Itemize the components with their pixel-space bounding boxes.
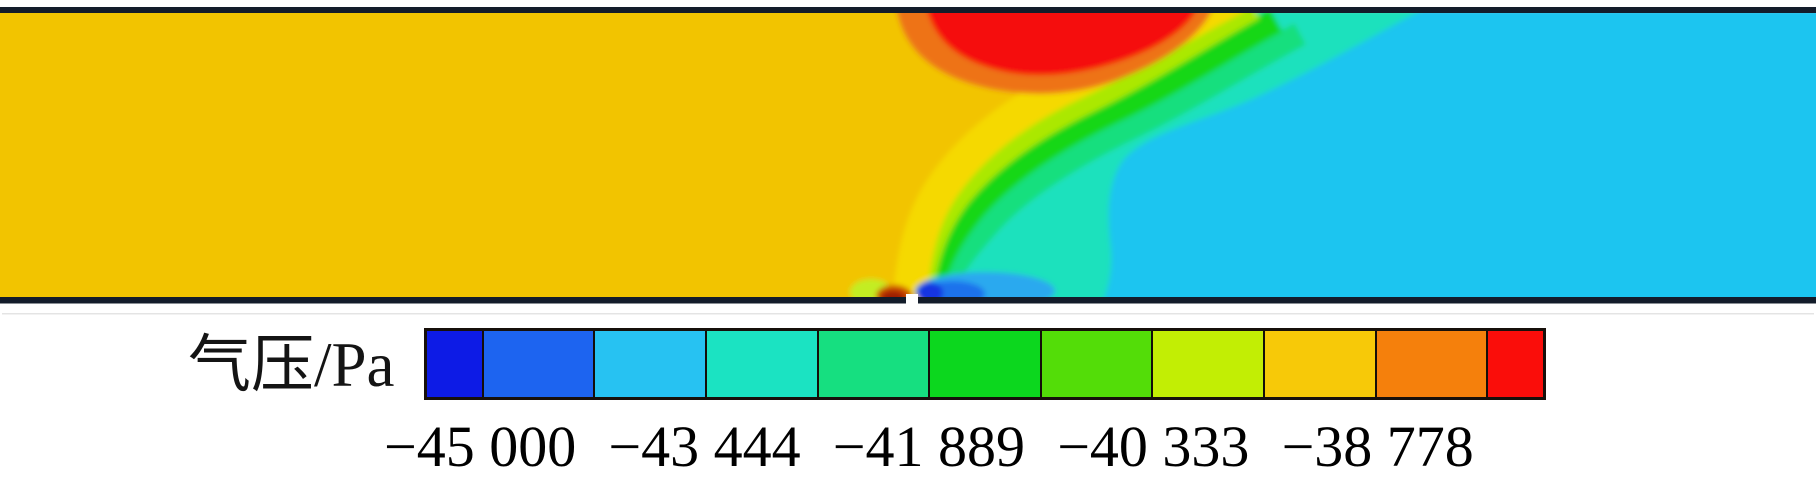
colorbar — [424, 328, 1546, 400]
green-contour-band — [914, 13, 1283, 298]
top-wall-border — [0, 7, 1816, 13]
hairline-divider — [2, 313, 1814, 315]
colorbar-band — [704, 331, 817, 397]
tick-label: −45 000 — [383, 414, 577, 479]
colorbar-title: 气压/Pa — [188, 330, 395, 400]
contour-field — [0, 7, 1816, 315]
colorbar-band — [1151, 331, 1263, 397]
dark-blue-minimum-spot — [917, 282, 943, 298]
colorbar-band — [481, 331, 594, 397]
dark-red-maximum-spot — [881, 291, 905, 298]
colorbar-band — [1374, 331, 1487, 397]
tick-label: −38 778 — [1281, 414, 1474, 479]
red-maximum-blob — [928, 13, 1195, 76]
tick-label: −41 889 — [832, 414, 1025, 479]
tick-label: −40 333 — [1057, 414, 1250, 479]
colorbar-band — [427, 331, 482, 397]
colorbar-band — [1486, 331, 1543, 397]
colorbar-band — [1039, 331, 1152, 397]
colorbar-band — [593, 331, 705, 397]
colorbar-band — [1262, 331, 1375, 397]
colorbar-band — [816, 331, 929, 397]
spring-green-contour-band — [926, 23, 1306, 298]
tick-label: −43 444 — [608, 414, 801, 479]
colorbar-tick-labels: −45 000 −43 444 −41 889 −40 333 −38 778 — [384, 414, 1546, 479]
colorbar-band — [928, 331, 1040, 397]
cyan-pressure-region — [1104, 13, 1816, 298]
bottom-wall-notch — [906, 294, 918, 305]
